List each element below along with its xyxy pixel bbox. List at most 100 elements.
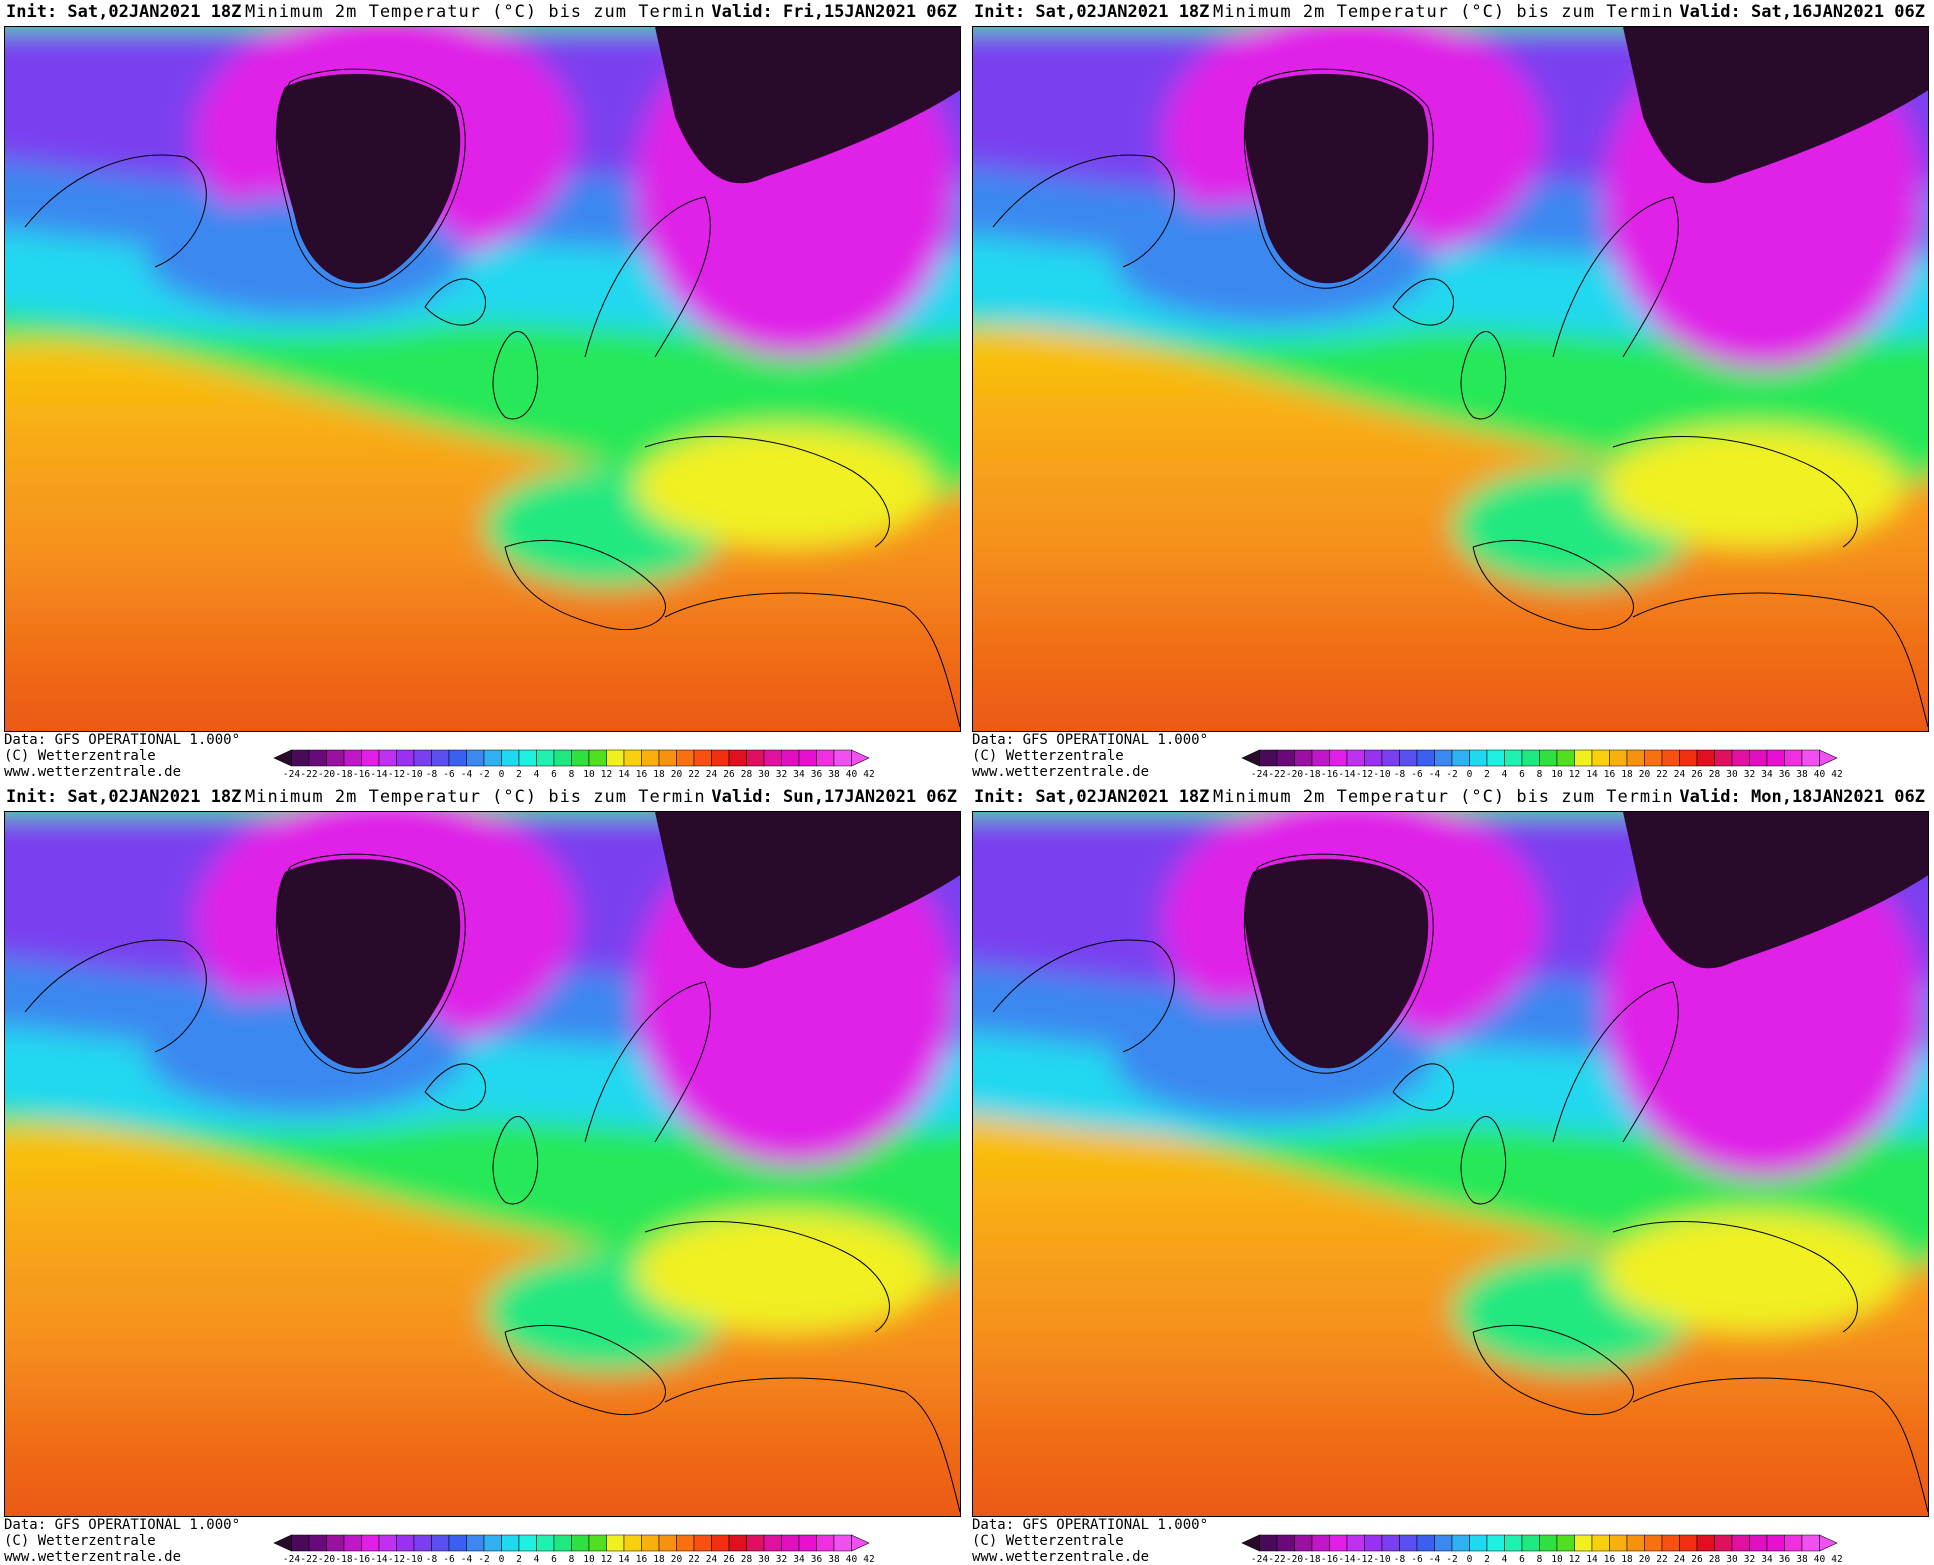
colorbar-swatch bbox=[676, 1534, 695, 1552]
colorbar-tick-label: -20 bbox=[318, 1554, 335, 1565]
colorbar-swatch bbox=[361, 749, 380, 767]
central-europe-border bbox=[1612, 436, 1858, 548]
temperature-map bbox=[972, 26, 1929, 732]
colorbar-tick-label: -6 bbox=[443, 1554, 455, 1565]
north-africa-coastline bbox=[664, 592, 960, 728]
colorbar-swatch bbox=[1801, 749, 1820, 767]
colorbar-tick-label: 4 bbox=[534, 769, 540, 780]
colorbar-swatch bbox=[483, 749, 502, 767]
colorbar-swatch bbox=[571, 749, 590, 767]
colorbar-tick-label: 2 bbox=[516, 769, 522, 780]
colorbar-tick-label: 24 bbox=[706, 769, 718, 780]
colorbar-tick-label: 26 bbox=[723, 1554, 735, 1565]
colorbar-tick-label: -24 bbox=[1251, 1554, 1268, 1565]
colorbar-swatch bbox=[658, 749, 677, 767]
colorbar-swatch bbox=[501, 1534, 520, 1552]
colorbar-tick-label: 6 bbox=[1519, 1554, 1525, 1565]
colorbar-tick-label: 16 bbox=[636, 769, 648, 780]
colorbar-tick-label: 28 bbox=[1709, 1554, 1721, 1565]
colorbar-swatch bbox=[781, 749, 800, 767]
arctic-russia-cold-pool bbox=[655, 812, 960, 969]
colorbar-swatch bbox=[1661, 1534, 1680, 1552]
colorbar-tick-label: 14 bbox=[618, 769, 630, 780]
colorbar-tick-label: 40 bbox=[846, 769, 858, 780]
greenland-cold-pool bbox=[1244, 73, 1429, 284]
colorbar-tick-label: 8 bbox=[1537, 769, 1543, 780]
colorbar-swatch bbox=[1749, 749, 1768, 767]
colorbar-arrow-left bbox=[273, 749, 292, 767]
british-isles-coastline bbox=[1460, 331, 1507, 420]
colorbar-tick-label: 18 bbox=[1621, 769, 1633, 780]
colorbar-tick-label: 34 bbox=[793, 1554, 805, 1565]
canada-coastline bbox=[992, 154, 1175, 268]
colorbar-swatch bbox=[1644, 1534, 1663, 1552]
init-time: Init: Sat,02JAN2021 18Z bbox=[6, 787, 242, 807]
colorbar-tick-label: 0 bbox=[499, 769, 505, 780]
colorbar-tick-label: 26 bbox=[1691, 769, 1703, 780]
colorbar-tick-label: 24 bbox=[706, 1554, 718, 1565]
colorbar-swatch bbox=[396, 749, 415, 767]
colorbar-swatch bbox=[1766, 1534, 1785, 1552]
arctic-russia-cold-pool bbox=[655, 27, 960, 184]
colorbar-swatch bbox=[1399, 1534, 1418, 1552]
warm-air-mass bbox=[5, 1124, 960, 1516]
greenland-cold-pool bbox=[276, 73, 461, 284]
colorbar-tick-label: -16 bbox=[1321, 769, 1338, 780]
colorbar-tick-label: -14 bbox=[370, 769, 387, 780]
colorbar-swatch bbox=[798, 1534, 817, 1552]
colorbar-tick-label: 8 bbox=[569, 1554, 575, 1565]
colorbar-tick-label: -8 bbox=[426, 1554, 438, 1565]
colorbar-tick-label: 42 bbox=[863, 1554, 874, 1565]
panel-header: Init: Sat,02JAN2021 18Z Minimum 2m Tempe… bbox=[0, 785, 963, 809]
british-isles-coastline bbox=[492, 1116, 539, 1205]
colorbar-tick-label: 28 bbox=[741, 769, 753, 780]
colorbar-tick-label: 20 bbox=[671, 769, 683, 780]
colorbar-swatch bbox=[483, 1534, 502, 1552]
colorbar-swatch bbox=[1609, 1534, 1628, 1552]
colorbar-swatch bbox=[1574, 749, 1593, 767]
colorbar-swatch bbox=[1679, 749, 1698, 767]
colorbar-swatch bbox=[536, 1534, 555, 1552]
colorbar-tick-label: 18 bbox=[653, 769, 665, 780]
colorbar-swatch bbox=[466, 1534, 485, 1552]
website-url: www.wetterzentrale.de bbox=[972, 764, 1150, 780]
colorbar-swatch bbox=[448, 1534, 467, 1552]
temperature-map bbox=[4, 26, 961, 732]
init-time: Init: Sat,02JAN2021 18Z bbox=[6, 2, 242, 22]
colorbar-tick-label: -16 bbox=[353, 1554, 370, 1565]
iberia-coastline bbox=[504, 1325, 666, 1416]
colorbar-swatch bbox=[1784, 1534, 1803, 1552]
colorbar-swatch bbox=[1416, 1534, 1435, 1552]
canada-coastline bbox=[24, 154, 207, 268]
colorbar-tick-label: 4 bbox=[1502, 769, 1508, 780]
colorbar-tick-label: -2 bbox=[478, 769, 489, 780]
colorbar-swatch bbox=[1329, 1534, 1348, 1552]
british-isles-coastline bbox=[1460, 1116, 1507, 1205]
colorbar-swatch bbox=[763, 1534, 782, 1552]
data-source: Data: GFS OPERATIONAL 1.000° bbox=[972, 1517, 1209, 1533]
colorbar-tick-label: 42 bbox=[863, 769, 874, 780]
colorbar-tick-label: 0 bbox=[499, 1554, 505, 1565]
colorbar-swatch bbox=[1591, 1534, 1610, 1552]
colorbar-swatch bbox=[798, 749, 817, 767]
colorbar-tick-label: -10 bbox=[405, 769, 422, 780]
colorbar-tick-label: 10 bbox=[583, 1554, 595, 1565]
north-africa-warm-band bbox=[635, 427, 935, 547]
central-europe-border bbox=[644, 1221, 890, 1333]
colorbar-swatch bbox=[1731, 749, 1750, 767]
greenland-cold-pool bbox=[1244, 858, 1429, 1069]
colorbar-tick-label: -12 bbox=[388, 1554, 405, 1565]
colorbar-swatch bbox=[1346, 749, 1365, 767]
iberia-coastline bbox=[1472, 540, 1634, 631]
colorbar-tick-label: -22 bbox=[300, 1554, 317, 1565]
colorbar-tick-label: -4 bbox=[461, 769, 473, 780]
colorbar-swatch bbox=[1451, 1534, 1470, 1552]
colorbar-tick-label: 26 bbox=[723, 769, 735, 780]
colorbar-swatch bbox=[1661, 749, 1680, 767]
colorbar-tick-label: 38 bbox=[828, 1554, 840, 1565]
colorbar-tick-label: -8 bbox=[1394, 1554, 1406, 1565]
colorbar-tick-label: 2 bbox=[1484, 769, 1490, 780]
init-time: Init: Sat,02JAN2021 18Z bbox=[974, 2, 1210, 22]
panel-header: Init: Sat,02JAN2021 18Z Minimum 2m Tempe… bbox=[968, 785, 1931, 809]
iceland-coastline bbox=[424, 278, 486, 326]
